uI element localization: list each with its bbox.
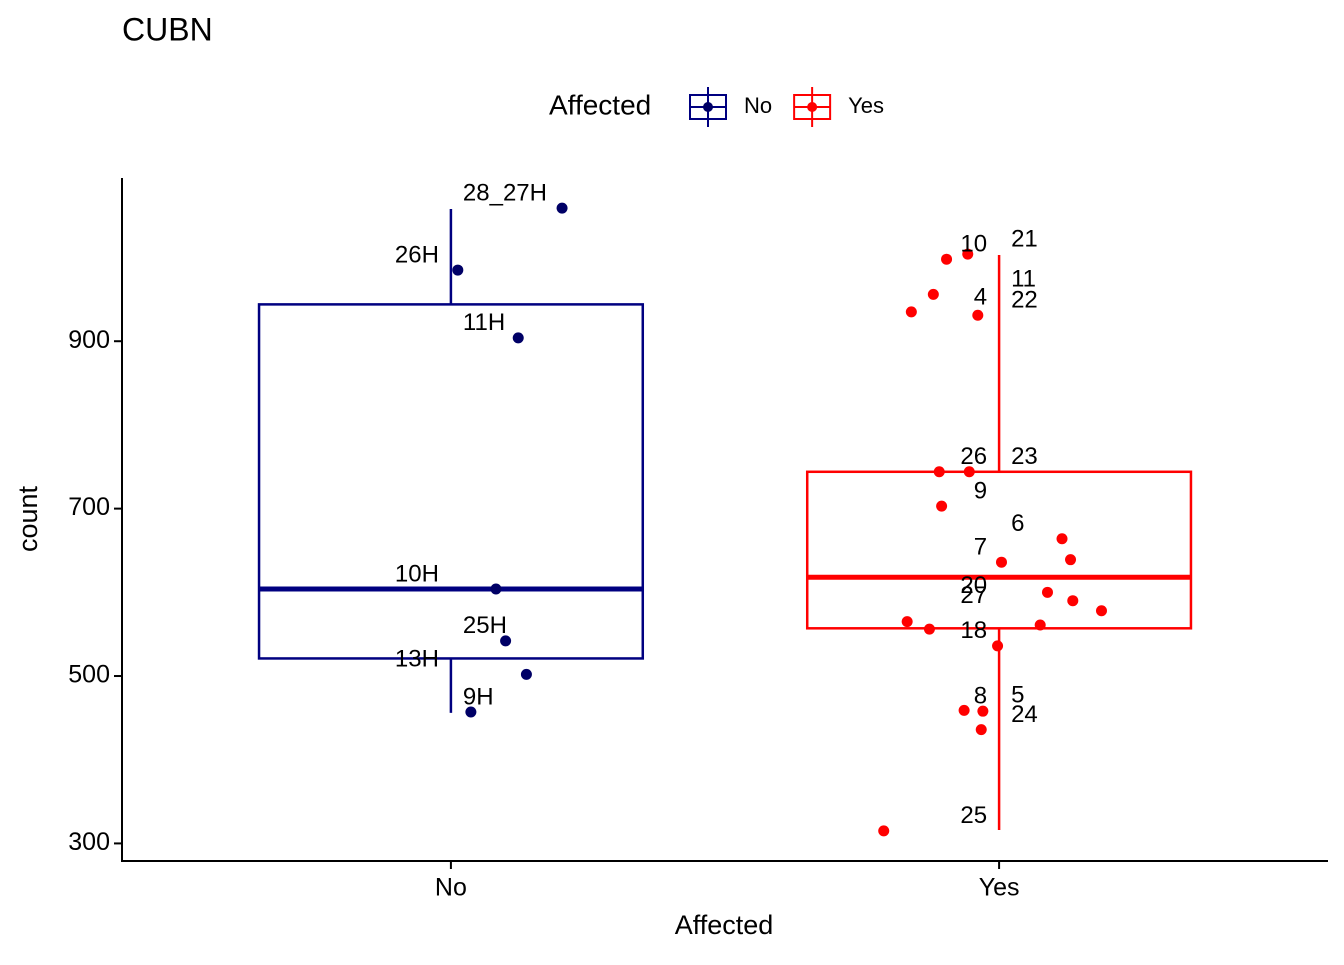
point bbox=[1067, 595, 1079, 607]
point-label: 25 bbox=[960, 802, 987, 829]
point bbox=[977, 705, 989, 717]
point-label: 8 bbox=[974, 683, 987, 710]
point-label: 26H bbox=[395, 241, 439, 268]
point-label: 11H bbox=[463, 309, 505, 336]
point-label: 24 bbox=[1011, 701, 1038, 728]
point bbox=[995, 556, 1007, 568]
y-tick-label: 300 bbox=[68, 828, 110, 856]
point bbox=[927, 288, 939, 300]
point bbox=[923, 623, 935, 635]
point-label: 5 bbox=[1011, 682, 1024, 709]
point-label: 22 bbox=[1011, 287, 1038, 314]
point-label: 10 bbox=[960, 231, 987, 258]
point-label: 28_27H bbox=[463, 179, 547, 206]
chart-title: CUBN bbox=[122, 11, 213, 47]
point bbox=[512, 332, 524, 344]
point bbox=[958, 704, 970, 716]
point-label: 25H bbox=[463, 612, 507, 639]
point bbox=[520, 668, 532, 680]
point-label: 6 bbox=[1011, 510, 1024, 537]
point bbox=[1065, 554, 1077, 566]
legend-key-point bbox=[807, 102, 818, 112]
point bbox=[1034, 619, 1046, 631]
point-label: 26 bbox=[960, 443, 987, 470]
point-label: 4 bbox=[974, 283, 987, 310]
point-label: 27 bbox=[960, 582, 987, 609]
point bbox=[1056, 533, 1068, 545]
y-tick-label: 500 bbox=[68, 661, 110, 689]
point bbox=[1041, 586, 1053, 598]
point bbox=[452, 264, 464, 276]
legend-title: Affected bbox=[549, 89, 651, 120]
point-label: 21 bbox=[1011, 226, 1038, 253]
point-label: 9 bbox=[974, 477, 987, 504]
box bbox=[257, 303, 645, 660]
point bbox=[556, 202, 568, 214]
point-label: 20 bbox=[960, 572, 987, 599]
point bbox=[941, 253, 953, 265]
point bbox=[1095, 605, 1107, 617]
point bbox=[963, 466, 975, 478]
point-label: 18 bbox=[960, 617, 987, 644]
x-axis-label: Affected bbox=[675, 910, 774, 940]
point bbox=[962, 248, 974, 260]
legend-label: Yes bbox=[848, 93, 884, 118]
y-tick-label: 700 bbox=[68, 493, 110, 521]
point-label: 10H bbox=[395, 560, 439, 587]
point bbox=[878, 825, 890, 837]
point-label: 9H bbox=[463, 683, 494, 710]
point bbox=[992, 640, 1004, 652]
point-label: 23 bbox=[1011, 443, 1038, 470]
point bbox=[905, 306, 917, 318]
point bbox=[936, 500, 948, 512]
y-tick-label: 900 bbox=[68, 326, 110, 354]
legend-key-point bbox=[703, 102, 713, 112]
point bbox=[975, 724, 987, 736]
point bbox=[500, 635, 512, 647]
box bbox=[805, 470, 1193, 630]
legend-label: No bbox=[744, 93, 772, 118]
point bbox=[901, 616, 913, 628]
point-label: 7 bbox=[974, 534, 987, 561]
x-tick-label: No bbox=[435, 874, 467, 902]
point bbox=[465, 706, 477, 718]
point bbox=[972, 309, 984, 321]
x-tick-label: Yes bbox=[979, 874, 1020, 902]
point-label: 11 bbox=[1011, 266, 1036, 293]
point bbox=[490, 583, 502, 595]
point-label: 13H bbox=[395, 646, 439, 673]
point bbox=[933, 466, 945, 478]
y-axis-label: count bbox=[13, 485, 43, 552]
